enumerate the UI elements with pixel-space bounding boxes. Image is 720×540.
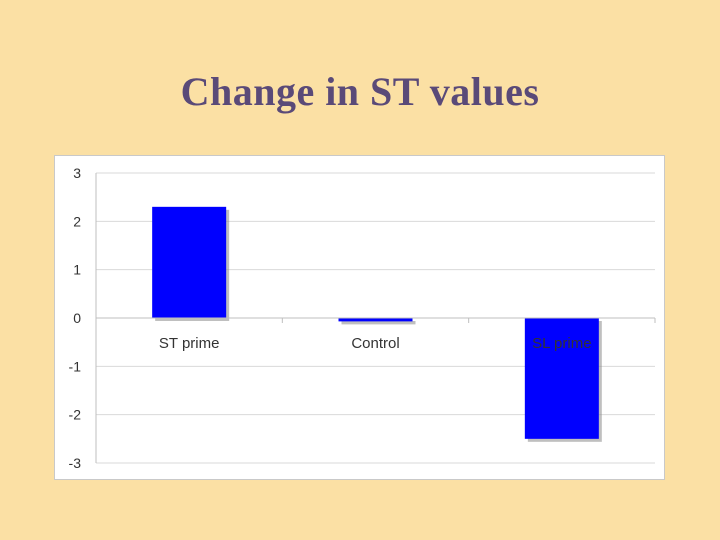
slide-title: Change in ST values xyxy=(180,69,540,114)
bar-shadow xyxy=(341,321,416,325)
y-tick-label: -2 xyxy=(69,407,82,423)
bar xyxy=(152,206,227,318)
chart-frame: 3 2 1 0 -1 -2 -3 ST prime Control SL prime xyxy=(54,155,665,480)
y-tick-label: 1 xyxy=(73,262,81,278)
y-tick-label: 2 xyxy=(73,213,81,229)
y-tick-label: -3 xyxy=(69,455,82,471)
bar-chart: 3 2 1 0 -1 -2 -3 ST prime Control SL prime xyxy=(69,165,656,471)
y-tick-label: -1 xyxy=(69,358,82,374)
bar xyxy=(524,318,599,439)
category-label: SL prime xyxy=(532,335,591,352)
y-tick-label: 3 xyxy=(73,165,81,181)
category-label: ST prime xyxy=(159,335,220,352)
bar xyxy=(338,318,413,322)
category-label: Control xyxy=(351,335,399,352)
y-tick-label: 0 xyxy=(73,310,81,326)
